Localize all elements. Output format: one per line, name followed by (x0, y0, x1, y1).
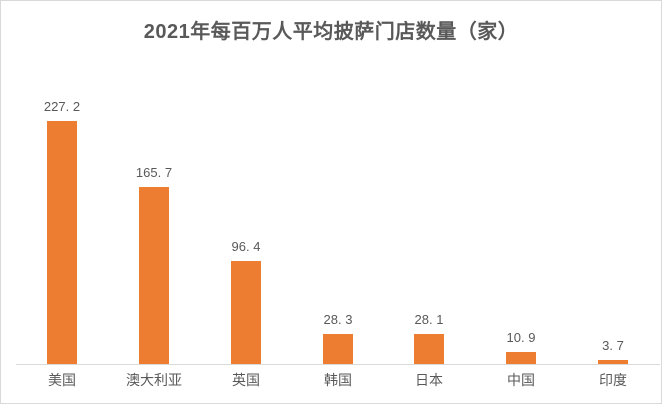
bar-2 (231, 261, 261, 364)
category-label-3: 韩国 (324, 372, 352, 388)
value-label-5: 10. 9 (506, 330, 536, 345)
x-axis-line (16, 364, 660, 365)
category-label-6: 印度 (599, 372, 627, 388)
category-label-0: 美国 (48, 372, 76, 388)
value-label-6: 3. 7 (602, 338, 624, 353)
category-label-5: 中国 (507, 372, 535, 388)
bar-5 (506, 352, 536, 364)
bar-1 (139, 187, 169, 364)
bar-4 (414, 334, 444, 364)
category-label-2: 英国 (232, 372, 260, 388)
value-label-1: 165. 7 (135, 165, 173, 180)
chart-title: 2021年每百万人平均披萨门店数量（家） (143, 21, 519, 43)
category-label-4: 日本 (415, 372, 443, 388)
value-label-0: 227. 2 (43, 99, 81, 114)
value-label-2: 96. 4 (231, 239, 261, 254)
bar-0 (47, 121, 77, 364)
bar-3 (323, 334, 353, 364)
category-label-1: 澳大利亚 (126, 372, 182, 388)
value-label-4: 28. 1 (414, 312, 444, 327)
value-label-3: 28. 3 (323, 312, 353, 327)
bar-6 (598, 360, 628, 364)
